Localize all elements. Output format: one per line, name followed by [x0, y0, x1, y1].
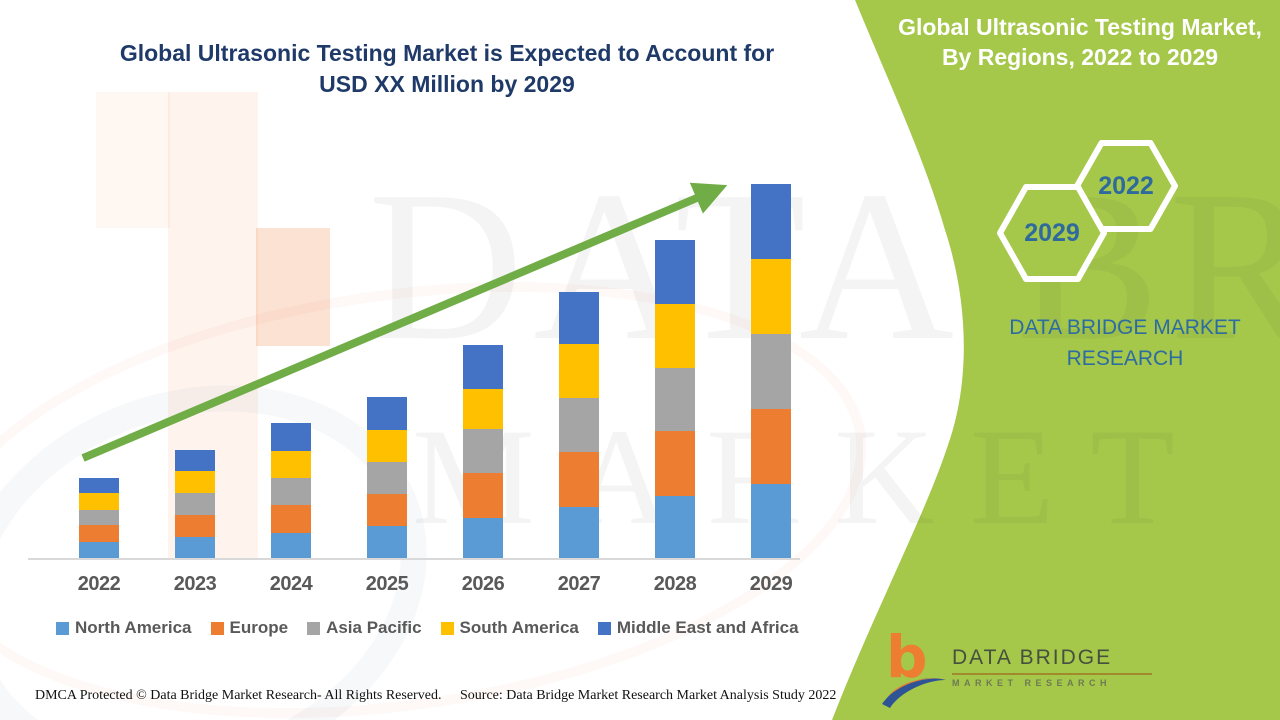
- green-panel-shape: [832, 0, 1280, 720]
- chart-title-line1: Global Ultrasonic Testing Market is Expe…: [119, 40, 775, 66]
- logo-b-icon: b: [886, 623, 928, 691]
- bar-segment-2028-middle-east-and-africa: [655, 240, 695, 304]
- bar-segment-2023-north-america: [175, 537, 215, 558]
- x-axis-label-2023: 2023: [173, 573, 217, 595]
- stacked-bar-2027: [559, 292, 599, 558]
- bar-segment-2025-north-america: [367, 526, 407, 558]
- stacked-bar-2028: [655, 240, 695, 558]
- footer-source-text: Source: Data Bridge Market Research Mark…: [460, 688, 837, 703]
- bar-segment-2027-middle-east-and-africa: [559, 292, 599, 344]
- logo-swoosh-icon: [882, 678, 946, 708]
- legend-item-south-america: South America: [440, 618, 579, 638]
- legend-item-europe: Europe: [210, 618, 289, 638]
- legend-swatch-icon: [56, 621, 69, 635]
- x-axis-label-2026: 2026: [461, 573, 505, 595]
- panel-title: Global Ultrasonic Testing Market, By Reg…: [885, 12, 1275, 72]
- stacked-bar-2025: [367, 397, 407, 558]
- bar-segment-2023-asia-pacific: [175, 493, 215, 515]
- bar-segment-2026-middle-east-and-africa: [463, 345, 503, 389]
- panel-brand-line2: RESEARCH: [1066, 347, 1184, 370]
- stacked-bar-2022: [79, 478, 119, 558]
- logo-text-block: DATA BRIDGE MARKET RESEARCH: [952, 646, 1152, 688]
- legend-label: South America: [459, 618, 579, 637]
- x-axis-label-2027: 2027: [557, 573, 601, 595]
- legend-swatch-icon: [210, 621, 224, 635]
- bar-segment-2027-north-america: [559, 507, 599, 558]
- panel-brand-line1: DATA BRIDGE MARKET: [1009, 316, 1241, 339]
- x-axis-label-2024: 2024: [269, 573, 313, 595]
- bar-segment-2027-asia-pacific: [559, 398, 599, 452]
- chart-legend: North America Europe Asia Pacific South Ame…: [56, 618, 799, 638]
- bar-segment-2028-north-america: [655, 496, 695, 558]
- bar-segment-2023-europe: [175, 515, 215, 537]
- x-axis-label-2022: 2022: [77, 573, 121, 595]
- bar-segment-2023-middle-east-and-africa: [175, 450, 215, 471]
- bar-segment-2025-asia-pacific: [367, 462, 407, 494]
- bar-segment-2029-asia-pacific: [751, 334, 791, 409]
- bar-segment-2029-europe: [751, 409, 791, 484]
- legend-label: Middle East and Africa: [616, 618, 799, 637]
- bar-segment-2022-middle-east-and-africa: [79, 478, 119, 493]
- stacked-bar-2026: [463, 345, 503, 558]
- panel-title-line2: By Regions, 2022 to 2029: [941, 44, 1219, 70]
- legend-swatch-icon: [307, 621, 321, 635]
- bar-segment-2026-south-america: [463, 389, 503, 429]
- bar-segment-2022-north-america: [79, 542, 119, 558]
- x-axis-label-2029: 2029: [749, 573, 793, 595]
- legend-label: Asia Pacific: [326, 618, 422, 637]
- databridge-logo: b DATA BRIDGE MARKET RESEARCH: [880, 628, 1170, 714]
- bar-segment-2024-europe: [271, 505, 311, 533]
- x-axis-label-2028: 2028: [653, 573, 697, 595]
- footer-dmca-text: DMCA Protected © Data Bridge Market Rese…: [35, 688, 442, 703]
- bar-segment-2027-europe: [559, 452, 599, 507]
- legend-item-north-america: North America: [56, 618, 192, 638]
- bar-segment-2025-south-america: [367, 430, 407, 462]
- bar-segment-2024-asia-pacific: [271, 478, 311, 505]
- bar-segment-2025-middle-east-and-africa: [367, 397, 407, 430]
- bar-segment-2022-europe: [79, 525, 119, 542]
- legend-swatch-icon: [440, 621, 454, 635]
- bar-segment-2023-south-america: [175, 471, 215, 493]
- x-axis-label-2025: 2025: [365, 573, 409, 595]
- bar-segment-2026-north-america: [463, 518, 503, 558]
- bar-segment-2022-asia-pacific: [79, 510, 119, 525]
- year-hexagons: [997, 140, 1178, 282]
- legend-label: Europe: [229, 618, 289, 637]
- bar-segment-2026-europe: [463, 473, 503, 518]
- stacked-bar-2023: [175, 450, 215, 558]
- legend-swatch-icon: [597, 621, 611, 635]
- bar-segment-2025-europe: [367, 494, 407, 526]
- bar-segment-2028-europe: [655, 431, 695, 496]
- logo-subtitle: MARKET RESEARCH: [952, 678, 1112, 688]
- hexagon-2022-label: 2022: [1098, 172, 1154, 200]
- legend-label: North America: [75, 618, 192, 637]
- bar-segment-2024-south-america: [271, 451, 311, 478]
- bar-segment-2026-asia-pacific: [463, 429, 503, 473]
- bar-segment-2029-north-america: [751, 484, 791, 558]
- bar-segment-2024-middle-east-and-africa: [271, 423, 311, 451]
- bar-segment-2029-south-america: [751, 259, 791, 334]
- bar-segment-2029-middle-east-and-africa: [751, 184, 791, 259]
- chart-title: Global Ultrasonic Testing Market is Expe…: [67, 38, 827, 100]
- hexagon-2029-label: 2029: [1024, 219, 1080, 247]
- bar-segment-2022-south-america: [79, 493, 119, 510]
- legend-item-asia-pacific: Asia Pacific: [307, 618, 422, 638]
- x-axis-line: [28, 558, 800, 560]
- bar-segment-2028-asia-pacific: [655, 368, 695, 431]
- bar-segment-2028-south-america: [655, 304, 695, 368]
- bar-segment-2027-south-america: [559, 344, 599, 398]
- panel-brand-text: DATA BRIDGE MARKET RESEARCH: [940, 312, 1280, 374]
- bar-segment-2024-north-america: [271, 533, 311, 558]
- hexagon-2029: [997, 184, 1107, 282]
- legend-item-middle-east-and-africa: Middle East and Africa: [597, 618, 799, 638]
- logo-name: DATA BRIDGE: [952, 646, 1152, 675]
- stacked-bar-2029: [751, 184, 791, 558]
- chart-title-line2: USD XX Million by 2029: [319, 71, 575, 97]
- panel-title-line1: Global Ultrasonic Testing Market,: [898, 14, 1262, 40]
- stacked-bar-2024: [271, 423, 311, 558]
